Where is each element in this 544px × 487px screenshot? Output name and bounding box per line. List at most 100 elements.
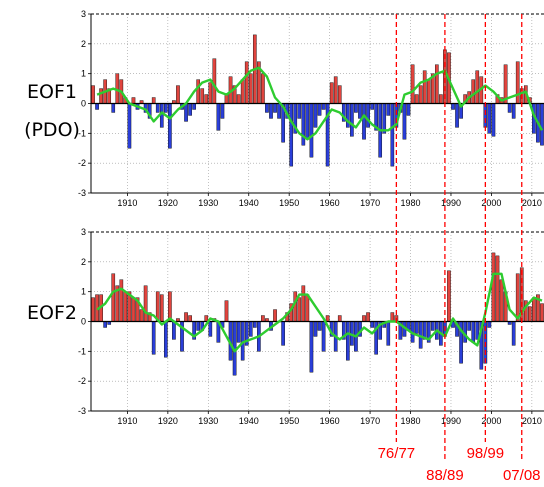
bar-1937 [236,94,241,104]
bar-1981 [414,321,419,334]
bar-1953 [301,103,306,146]
panel-2: -3 -2 -1 0 1 2 3 1910 1920 1930 1940 1950 1960 1970 19… [27,227,544,426]
bar-1913 [139,309,144,322]
bar-1999 [487,321,492,328]
bar-2000 [491,252,496,322]
bar-1989 [447,270,451,322]
bar-1943 [261,73,265,104]
bar-1931 [212,58,217,104]
bar-1927 [196,321,201,331]
bar-1974 [386,103,391,116]
bar-1970 [370,321,374,328]
bar-2006 [515,61,520,104]
bar-1947 [277,103,281,119]
x-tick-label: 1980 [401,198,421,208]
bar-1943 [261,315,265,322]
bar-2005 [511,103,516,119]
bar-1932 [216,103,221,131]
y-tick-label: 2 [81,39,86,49]
bar-1901 [91,85,95,104]
bar-1929 [204,94,209,104]
x-tick-label: 1990 [441,416,461,426]
bar-1940 [248,321,253,337]
bar-1982 [418,85,423,104]
bar-2012 [540,303,544,322]
bar-1945 [269,103,273,119]
x-tick-label: 2010 [522,198,542,208]
bar-1995 [471,321,476,343]
bar-1927 [196,79,201,104]
bar-1996 [475,70,480,104]
shift-label: 98/99 [467,445,505,462]
bar-1946 [273,103,277,113]
bar-1969 [366,312,370,322]
bar-1967 [358,103,362,119]
bar-1958 [321,321,326,352]
bar-1916 [151,321,156,355]
bar-1925 [188,103,192,116]
bar-1929 [204,315,209,322]
x-tick-label: 1960 [320,416,340,426]
bar-1979 [406,103,411,116]
bar-1964 [346,321,350,361]
y-tick-label: -2 [78,376,86,386]
bar-1938 [240,79,245,104]
x-tick-label: 1910 [117,416,137,426]
bar-2002 [499,279,504,322]
bar-1928 [200,88,205,104]
x-tick-label: 1960 [320,198,340,208]
shift-label: 07/08 [503,467,541,484]
bar-1961 [333,76,338,104]
x-tick-label: 2000 [481,198,501,208]
bar-1999 [487,103,492,134]
bar-1909 [123,291,128,322]
bar-2010 [532,297,536,322]
bar-1934 [224,300,229,322]
bar-1955 [309,103,314,158]
bar-1903 [99,88,103,104]
bar-1975 [390,312,395,322]
bar-1921 [172,321,176,340]
bar-1953 [301,285,306,322]
smoothed-line [96,272,543,353]
bar-2006 [515,273,520,322]
bar-1954 [305,294,310,322]
y-tick-label: 0 [81,99,86,109]
panel-1: -3 -2 -1 0 1 2 3 1910 1920 1930 1940 1950 1960 1970 19… [24,9,544,208]
bar-1960 [329,82,334,104]
bar-1959 [325,315,330,322]
bar-1987 [439,94,443,104]
bar-1925 [188,315,192,322]
bar-1981 [414,94,419,104]
bar-1920 [168,291,172,322]
bar-1918 [159,294,164,322]
bar-1911 [131,97,136,104]
bar-1901 [91,297,95,322]
x-tick-label: 1920 [158,198,178,208]
bar-1957 [317,103,322,116]
bar-1948 [281,321,285,346]
bar-1924 [184,103,188,122]
bar-1962 [337,85,342,104]
x-tick-label: 1910 [117,198,137,208]
bar-2012 [540,103,544,146]
bar-1958 [321,103,326,110]
bar-1919 [164,103,168,113]
bar-1920 [168,103,172,149]
bar-1930 [208,321,213,337]
bar-1984 [426,79,431,104]
bar-1964 [346,103,350,128]
y-tick-label: 1 [81,69,86,79]
shift-label: 76/77 [378,445,416,462]
bar-1922 [176,85,180,104]
bar-1990 [451,103,455,110]
bar-1934 [224,94,229,104]
y-tick-label: -1 [78,128,86,138]
bar-1919 [164,321,168,358]
x-tick-label: 1950 [279,416,299,426]
y-tick-label: 0 [81,317,86,327]
x-tick-label: 1990 [441,198,461,208]
shift-label: 88/89 [426,467,464,484]
